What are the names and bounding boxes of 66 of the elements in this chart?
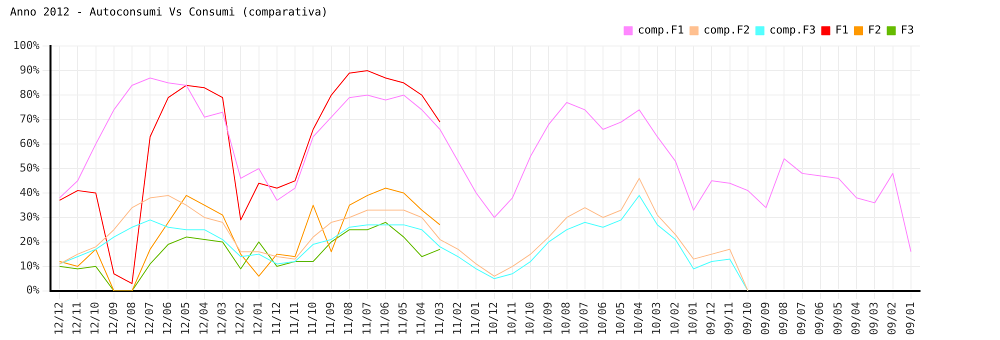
x-tick-label: 09/04 <box>849 302 862 336</box>
y-tick-label: 90% <box>20 64 40 77</box>
y-tick-label: 30% <box>20 210 40 224</box>
x-tick-label: 11/02 <box>450 302 464 336</box>
x-tick-label: 09/09 <box>758 302 772 336</box>
x-tick-label: 12/10 <box>88 302 102 336</box>
legend-label: comp.F1 <box>638 24 684 37</box>
y-tick-label: 70% <box>20 112 40 126</box>
legend-label: comp.F2 <box>704 24 750 37</box>
x-tick-label: 09/06 <box>813 302 826 336</box>
y-tick-label: 80% <box>20 88 40 101</box>
x-tick-label: 10/08 <box>560 302 573 336</box>
x-tick-label: 10/01 <box>686 302 700 336</box>
legend-label: F3 <box>900 24 914 37</box>
x-tick-label: 10/09 <box>542 302 555 336</box>
x-tick-label: 09/11 <box>722 302 736 336</box>
y-tick-label: 20% <box>20 234 40 248</box>
x-tick-label: 12/09 <box>106 302 120 336</box>
x-tick-label: 12/07 <box>142 302 156 336</box>
x-tick-label: 10/02 <box>668 302 682 336</box>
x-tick-label: 12/04 <box>197 302 210 336</box>
x-tick-label: 09/05 <box>831 302 844 336</box>
x-tick-label: 09/08 <box>777 302 790 336</box>
x-tick-label: 10/03 <box>650 302 664 336</box>
chart-title: Anno 2012 - Autoconsumi Vs Consumi (comparativa) <box>10 5 328 18</box>
y-tick-label: 40% <box>20 186 40 199</box>
x-tick-label: 10/10 <box>523 302 536 336</box>
x-tick-label: 11/12 <box>270 302 283 336</box>
x-tick-label: 12/03 <box>215 302 228 336</box>
x-tick-label: 09/10 <box>740 302 754 336</box>
y-tick-label: 50% <box>20 161 40 174</box>
x-tick-label: 09/12 <box>704 302 718 336</box>
legend-label: F1 <box>835 24 849 37</box>
x-tick-label: 10/05 <box>614 302 627 336</box>
x-tick-label: 09/03 <box>868 302 881 336</box>
x-tick-label: 12/01 <box>252 302 265 336</box>
x-tick-label: 12/11 <box>70 302 84 336</box>
x-tick-label: 12/02 <box>234 302 247 336</box>
y-tick-label: 60% <box>20 136 40 150</box>
x-tick-label: 09/07 <box>795 302 808 336</box>
x-tick-label: 11/04 <box>414 302 428 336</box>
x-tick-label: 10/11 <box>505 302 518 336</box>
x-tick-label: 12/05 <box>179 302 192 336</box>
x-tick-label: 11/07 <box>360 302 374 336</box>
x-tick-label: 11/03 <box>432 302 446 336</box>
x-tick-label: 11/06 <box>378 302 392 336</box>
x-tick-label: 12/12 <box>52 302 66 336</box>
x-tick-label: 10/12 <box>487 302 500 336</box>
x-tick-label: 11/01 <box>469 302 482 336</box>
x-tick-label: 11/10 <box>306 302 320 336</box>
x-tick-label: 09/02 <box>886 302 899 336</box>
y-tick-label: 0% <box>26 284 40 297</box>
x-tick-label: 09/01 <box>904 302 917 336</box>
y-tick-label: 100% <box>12 39 40 52</box>
x-tick-label: 10/04 <box>632 302 646 336</box>
x-tick-label: 11/08 <box>342 302 356 336</box>
legend-label: F2 <box>868 24 882 37</box>
x-tick-label: 11/09 <box>324 302 338 336</box>
x-tick-label: 12/06 <box>161 302 174 336</box>
x-tick-label: 10/06 <box>596 302 609 336</box>
x-tick-label: 10/07 <box>578 302 591 336</box>
x-tick-label: 11/05 <box>396 302 410 336</box>
y-tick-label: 10% <box>20 259 40 272</box>
x-tick-label: 12/08 <box>124 302 138 336</box>
legend-label: comp.F3 <box>769 24 816 37</box>
x-tick-label: 11/11 <box>288 302 301 336</box>
